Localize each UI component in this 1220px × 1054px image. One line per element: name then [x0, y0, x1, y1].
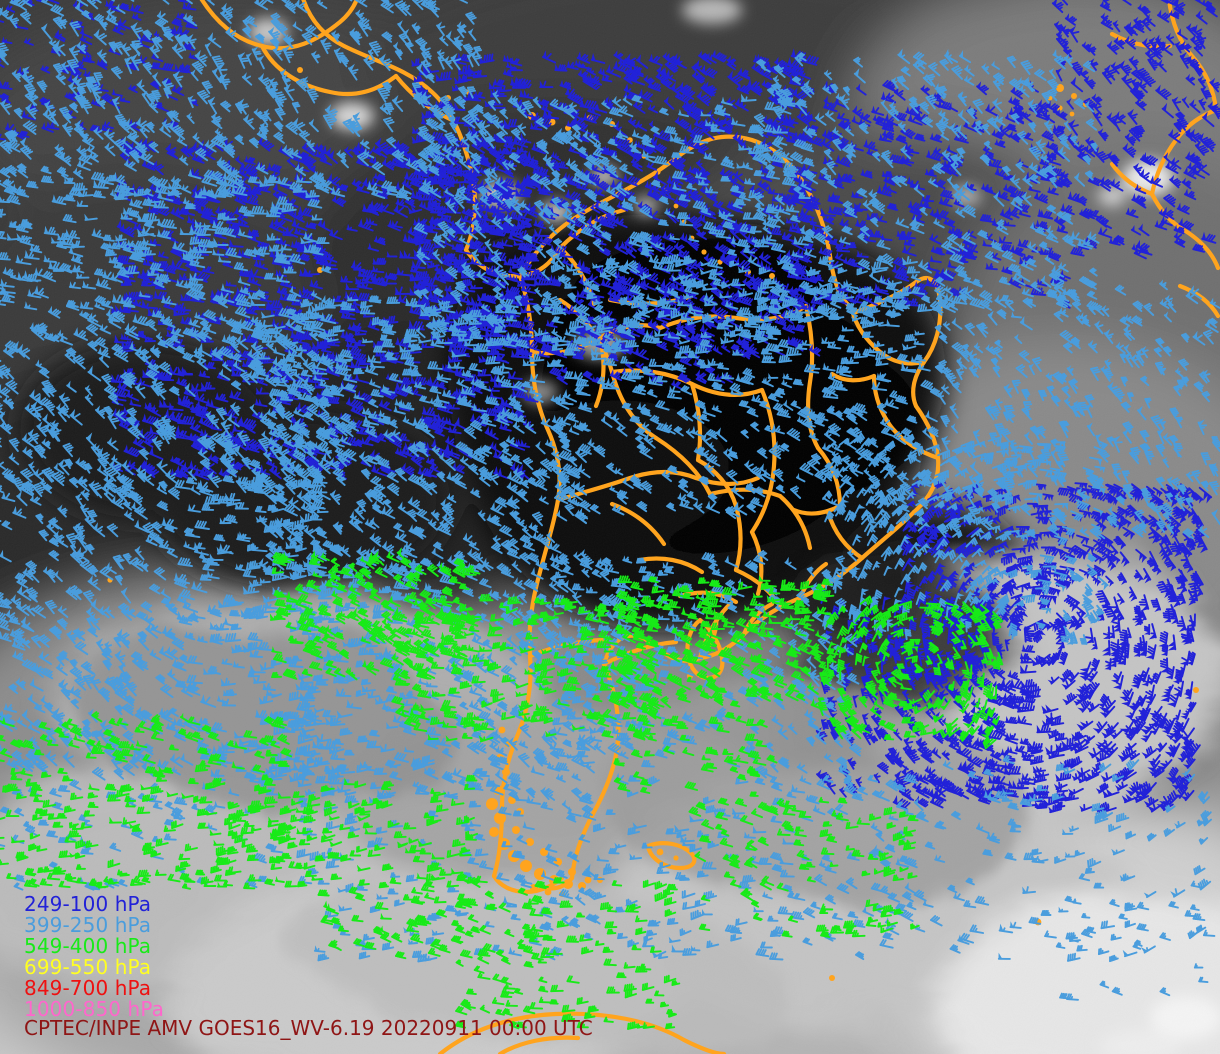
satellite-image-canvas: 249-100 hPa 399-250 hPa 549-400 hPa 699-…: [0, 0, 1220, 1054]
amv-wind-barb-field: [0, 0, 1220, 1054]
